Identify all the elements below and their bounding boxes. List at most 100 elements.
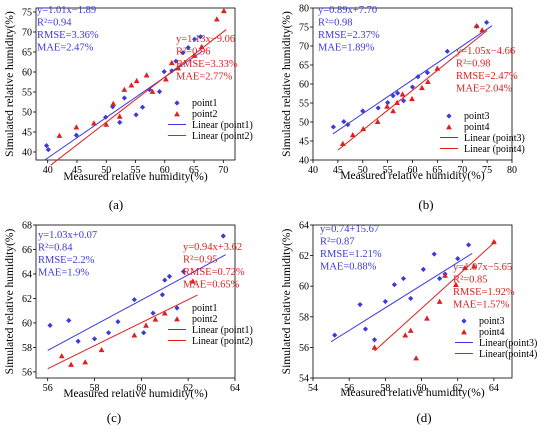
y-tick-label: 55 (22, 88, 32, 99)
chart-panel-2: 56 58 60 62 64 56 58 60 62 64 66 68 Measured relativ… (4, 221, 253, 426)
fit-annotation: y=1.03x+0.07 (38, 230, 97, 241)
data-point-point1 (161, 69, 167, 75)
y-tick-label: 65 (22, 48, 32, 59)
data-point-point1 (91, 336, 98, 342)
y-tick-label: 75 (299, 23, 309, 34)
data-point-point2 (103, 121, 110, 127)
data-point-point1 (115, 319, 121, 325)
data-point-point3 (400, 275, 407, 282)
legend-label: point3 (479, 316, 505, 327)
data-point-point3 (371, 337, 378, 343)
legend-marker (174, 316, 180, 322)
data-point-point4 (394, 99, 400, 105)
fit-annotation: RMSE=2.47% (456, 71, 518, 82)
y-tick-label: 40 (22, 148, 32, 159)
data-point-point3 (484, 19, 490, 26)
fit-annotation: R²=0.84 (38, 243, 73, 254)
data-point-point3 (375, 105, 381, 111)
fit-annotation: MAE=0.88% (320, 262, 377, 273)
legend-label: point3 (464, 111, 490, 122)
data-point-point2 (220, 7, 227, 14)
y-tick-label: 60 (22, 68, 32, 79)
fit-annotation: MAE=2.04% (456, 84, 513, 95)
legend-label: Linear(point4) (479, 349, 537, 360)
panel-label: (b) (418, 197, 433, 212)
data-point-point2 (213, 16, 220, 22)
data-point-point4 (473, 22, 480, 29)
legend-marker (461, 318, 467, 324)
x-tick-label: 60 (136, 383, 146, 394)
y-tick-label: 64 (22, 269, 32, 280)
fit-annotation: y=1.07x−5.65 (453, 262, 512, 273)
fit-annotation: R²=0.95 (183, 255, 217, 266)
data-point-point1 (220, 233, 226, 239)
x-tick-label: 58 (90, 383, 100, 394)
data-point-point3 (390, 93, 396, 99)
data-point-point4 (390, 108, 396, 114)
data-point-point1 (105, 330, 112, 336)
data-point-point4 (339, 140, 346, 146)
y-tick-label: 65 (299, 61, 309, 72)
y-tick-label: 58 (22, 343, 32, 354)
data-point-point2 (68, 361, 75, 367)
y-tick-label: 66 (22, 245, 32, 256)
data-point-point3 (409, 84, 416, 90)
y-tick-label: 56 (299, 343, 309, 354)
y-axis-label: Simulated relative humidity(%) (4, 11, 16, 157)
data-point-point3 (360, 108, 366, 114)
fit-annotation: RMSE=2.2% (38, 255, 95, 266)
data-point-point1 (185, 45, 191, 51)
data-point-point1 (103, 114, 109, 120)
data-point-point3 (394, 90, 401, 96)
fit-annotation: RMSE=3.36% (37, 30, 99, 41)
x-tick-label: 75 (482, 165, 492, 176)
data-point-point4 (360, 125, 367, 132)
x-tick-label: 70 (457, 165, 467, 176)
chart-panel-1: 40 45 50 55 60 65 70 75 80 40 45 50 55 60 65 70 75 80 Meas… (281, 4, 525, 213)
data-point-point4 (425, 78, 431, 85)
data-point-point2 (56, 132, 63, 138)
data-point-point4 (442, 272, 448, 278)
data-point-point1 (173, 58, 179, 64)
data-point-point1 (159, 292, 166, 298)
x-tick-label: 60 (160, 165, 170, 176)
x-tick-label: 62 (453, 383, 463, 394)
data-point-point1 (73, 132, 79, 138)
data-point-point1 (45, 147, 51, 153)
y-tick-label: 60 (299, 80, 309, 91)
data-point-point2 (133, 77, 140, 84)
data-point-point2 (110, 100, 117, 106)
data-point-point2 (98, 346, 105, 353)
y-tick-label: 60 (22, 318, 32, 329)
x-tick-label: 60 (408, 165, 418, 176)
legend-marker (446, 113, 452, 119)
data-point-point4 (407, 327, 414, 333)
fit-annotation: y=0.94x+3.62 (183, 242, 242, 253)
fit-annotation: RMSE=0.72% (183, 267, 245, 278)
data-point-point1 (197, 34, 204, 40)
y-tick-label: 70 (299, 42, 309, 53)
data-point-point1 (75, 338, 81, 344)
legend-label: Linear(point3) (479, 338, 537, 349)
y-tick-label: 50 (299, 118, 309, 129)
fit-annotation: MAE=1.9% (38, 268, 89, 279)
data-point-point3 (345, 122, 351, 128)
data-point-point3 (424, 70, 431, 76)
x-tick-label: 45 (72, 165, 82, 176)
data-point-point3 (437, 275, 443, 282)
data-point-point1 (133, 112, 139, 118)
fit-annotation: R²=0.96 (176, 47, 210, 58)
data-point-point1 (121, 95, 127, 101)
plot-frame (312, 224, 513, 379)
y-tick-label: 62 (22, 294, 32, 305)
data-point-point2 (91, 120, 97, 126)
y-tick-label: 40 (299, 156, 309, 167)
y-tick-label: 45 (22, 128, 32, 139)
x-tick-label: 80 (507, 165, 517, 176)
legend-marker (174, 100, 180, 106)
data-point-point1 (117, 119, 123, 125)
data-point-point3 (408, 295, 414, 302)
data-point-point1 (66, 317, 72, 324)
legend-label: point2 (192, 109, 218, 120)
